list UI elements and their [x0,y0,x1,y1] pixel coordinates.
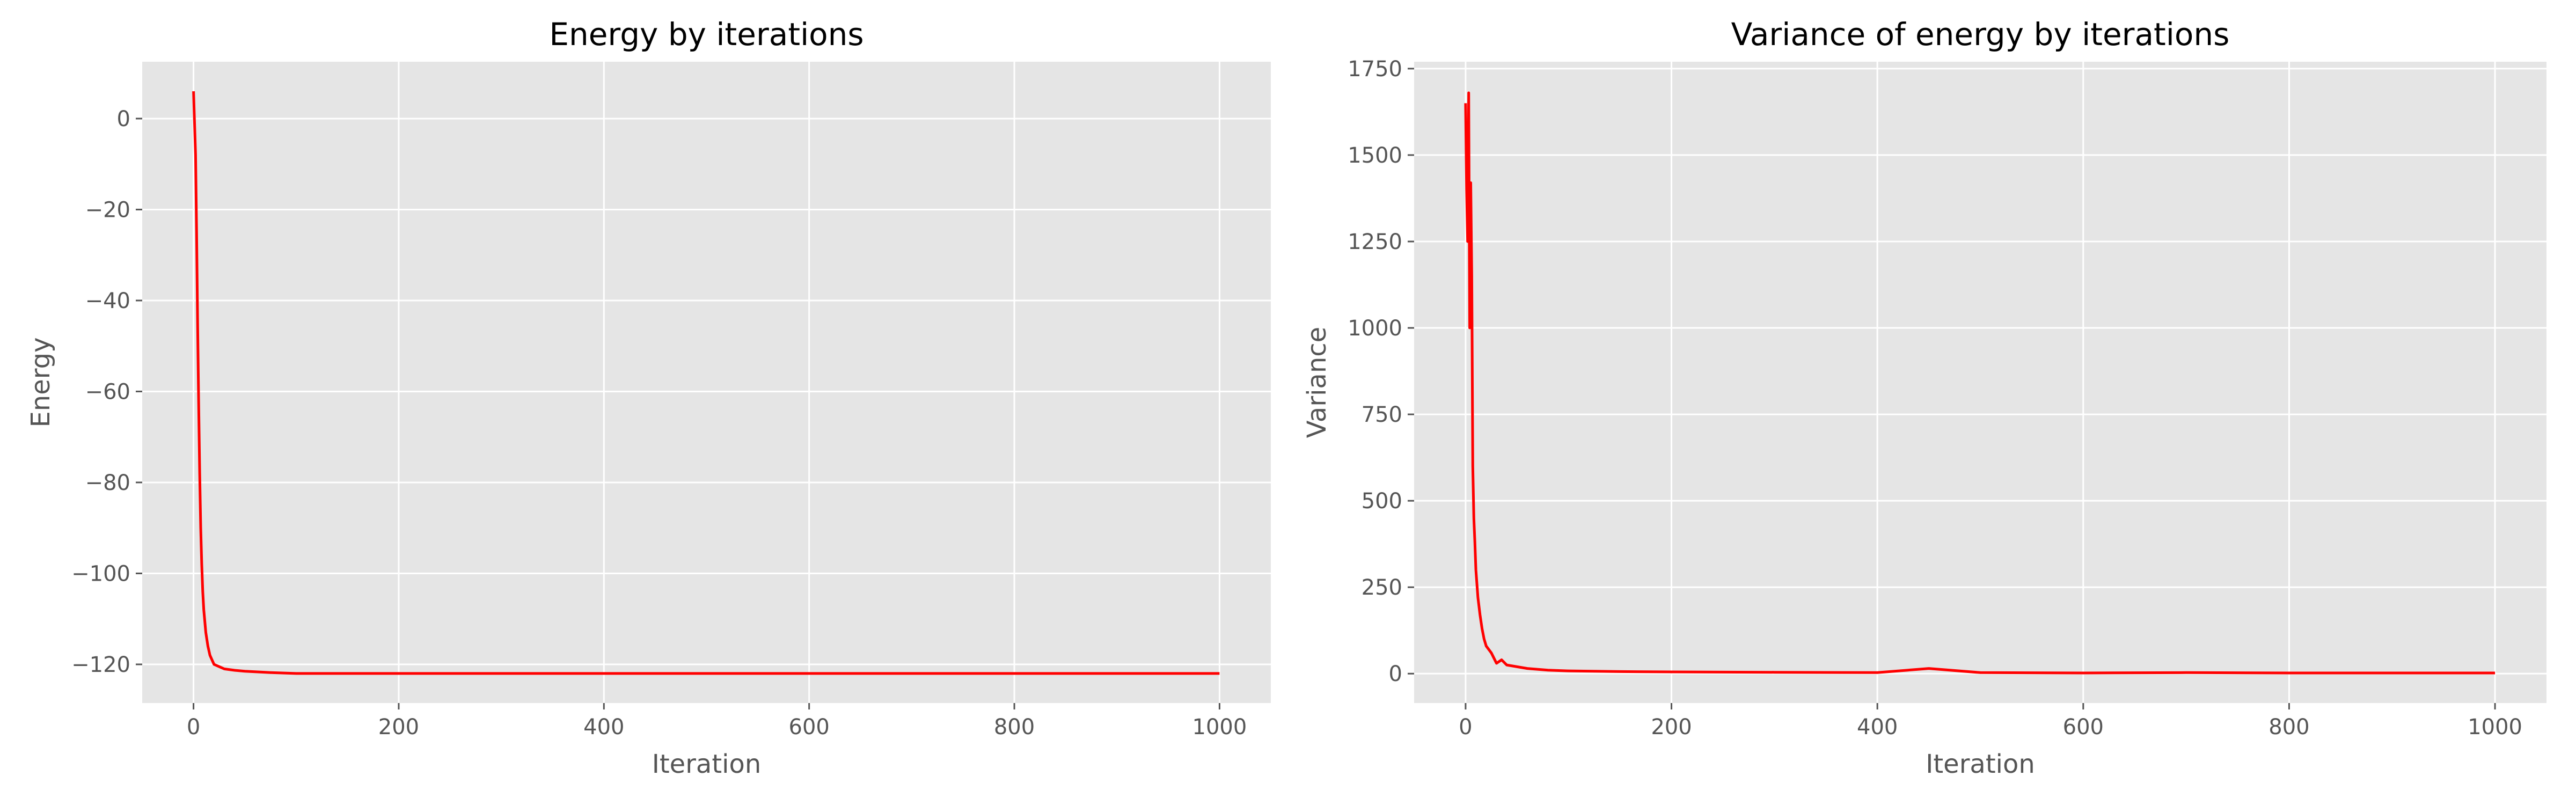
variance-series-line [1464,91,2496,675]
energy-x-tick-label: 0 [187,715,200,740]
variance-x-tick-label: 800 [2268,715,2309,740]
variance-x-tick-label: 400 [1857,715,1898,740]
energy-y-tick-label: 0 [117,107,130,131]
variance-y-tick-label: 1000 [1348,316,1402,341]
energy-plot-area [142,62,1271,703]
variance-chart: 0 200 400 600 800 1000 0 250 500 750 1000 1250 1500 1… [1302,16,2546,779]
energy-chart: 0 200 400 600 800 1000 0 −20 −40 −60 −80 −100 −120 En… [26,16,1271,779]
variance-y-tick-label: 1500 [1348,143,1402,168]
energy-x-tick-label: 800 [994,715,1035,740]
variance-y-tick-label: 750 [1362,402,1402,427]
energy-y-tick-label: −60 [85,379,130,404]
energy-chart-title: Energy by iterations [549,16,863,53]
energy-y-tick-label: −40 [85,289,130,313]
variance-y-tick-label: 1250 [1348,230,1402,254]
energy-x-tick-label: 1000 [1192,715,1247,740]
variance-x-tick-label: 0 [1459,715,1472,740]
variance-y-tick-label: 500 [1362,489,1402,514]
energy-x-tick-label: 400 [583,715,624,740]
variance-chart-title: Variance of energy by iterations [1731,16,2230,53]
energy-x-tick-label: 600 [789,715,830,740]
energy-y-tick-label: −20 [85,197,130,222]
energy-y-axis-label: Energy [26,337,56,427]
variance-x-tick-label: 1000 [2468,715,2522,740]
energy-series-line [192,91,1220,675]
energy-y-tick-label: −80 [85,471,130,495]
energy-x-tick-label: 200 [378,715,419,740]
variance-x-tick-label: 600 [2063,715,2104,740]
variance-x-axis-label: Iteration [1926,749,2035,779]
variance-y-tick-label: 250 [1362,575,1402,600]
variance-plot-area [1414,62,2546,703]
variance-y-axis-label: Variance [1302,327,1332,438]
energy-x-axis-label: Iteration [652,749,762,779]
energy-y-tick-label: −100 [71,561,130,586]
variance-y-tick-label: 0 [1389,662,1402,686]
variance-y-tick-label: 1750 [1348,57,1402,82]
variance-x-tick-label: 200 [1651,715,1692,740]
energy-y-tick-label: −120 [71,653,130,677]
